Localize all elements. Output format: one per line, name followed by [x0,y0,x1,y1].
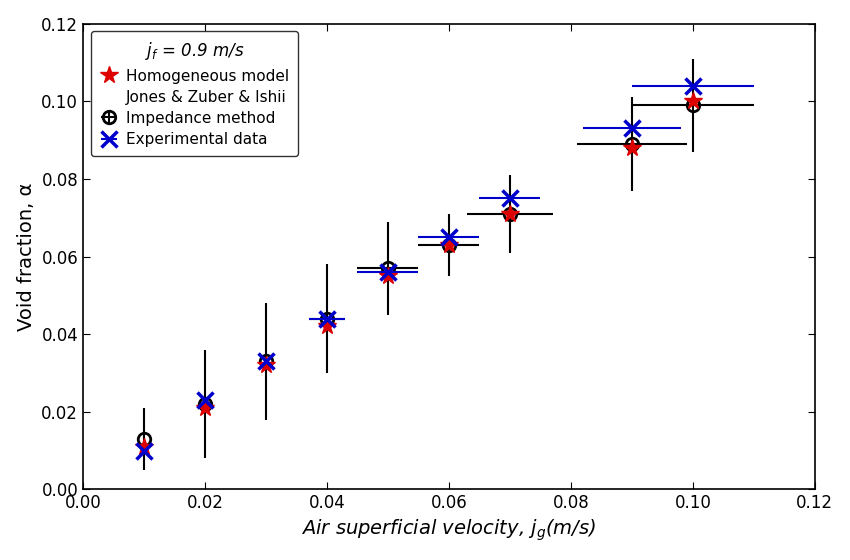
Homogeneous model [139,444,149,450]
Legend: Homogeneous model, Jones & Zuber & Ishii, Impedance method, Experimental data: Homogeneous model, Jones & Zuber & Ishii… [91,31,298,156]
Line: Jones & Zuber & Ishii: Jones & Zuber & Ishii [138,274,699,476]
Homogeneous model [200,404,210,411]
Jones & Zuber & Ishii [657,277,667,283]
Jones & Zuber & Ishii [200,444,210,450]
Jones & Zuber & Ishii [139,466,149,473]
Homogeneous model [382,273,393,279]
Jones & Zuber & Ishii [261,416,271,423]
Jones & Zuber & Ishii [474,331,484,338]
Jones & Zuber & Ishii [382,377,393,384]
Homogeneous model [322,323,332,330]
Jones & Zuber & Ishii [626,281,637,287]
Homogeneous model [444,241,454,248]
Jones & Zuber & Ishii [536,307,546,314]
Jones & Zuber & Ishii [169,455,179,462]
Jones & Zuber & Ishii [688,277,698,283]
Jones & Zuber & Ishii [413,358,423,365]
Jones & Zuber & Ishii [322,397,332,404]
Jones & Zuber & Ishii [505,315,515,322]
Homogeneous model [688,98,698,105]
X-axis label: Air superficial velocity, j$_g$(m/s): Air superficial velocity, j$_g$(m/s) [301,518,597,543]
Jones & Zuber & Ishii [230,428,241,435]
Homogeneous model [261,362,271,368]
Jones & Zuber & Ishii [597,288,607,295]
Jones & Zuber & Ishii [444,339,454,346]
Jones & Zuber & Ishii [566,296,576,302]
Homogeneous model [626,144,637,151]
Homogeneous model [505,211,515,217]
Line: Homogeneous model: Homogeneous model [135,92,702,456]
Y-axis label: Void fraction, α: Void fraction, α [17,183,36,331]
